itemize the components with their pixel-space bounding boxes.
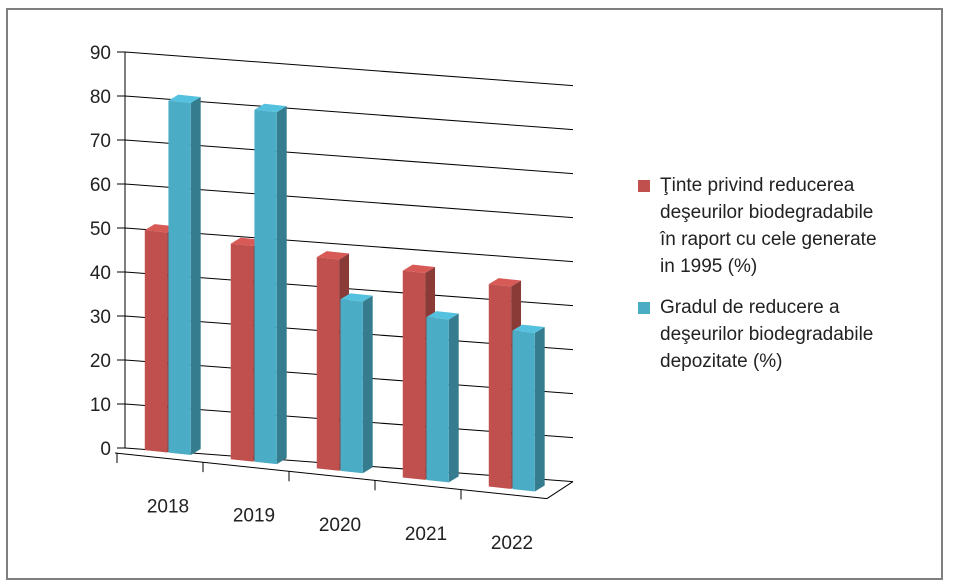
legend-swatch-targets	[638, 180, 650, 192]
bar-2022-series-1	[512, 330, 535, 492]
legend: Ţinte privind reducerea deşeurilor biode…	[638, 172, 943, 389]
bar-top-2019-1	[254, 103, 287, 113]
bar-top-2020-1	[340, 293, 373, 302]
legend-item-reduction: Gradul de reducere a deşeurilor biodegra…	[638, 294, 943, 375]
bar-side-gradul-2022	[534, 327, 545, 492]
bar-2020-series-0	[316, 257, 340, 471]
bar-2019-series-1	[254, 109, 277, 465]
y-tick-label: 60	[90, 175, 111, 196]
y-tick-label: 90	[90, 43, 111, 64]
y-tick-label: 40	[90, 263, 111, 284]
bar-2020-series-1	[340, 299, 363, 474]
x-tick-label: 2022	[491, 533, 533, 554]
y-tick-label: 80	[90, 87, 111, 108]
bar-top-2020-0	[316, 251, 350, 260]
bar-side-gradul-2019	[276, 106, 287, 465]
bar-2021-series-0	[402, 270, 426, 480]
bar-side-gradul-2018	[190, 96, 201, 455]
bar-2018-series-0	[144, 230, 168, 453]
legend-swatch-reduction	[638, 302, 650, 314]
x-tick-label: 2020	[319, 515, 361, 536]
y-tick-label: 70	[90, 131, 111, 152]
bar-side-gradul-2020	[362, 295, 373, 474]
x-tick-label: 2019	[233, 506, 275, 527]
legend-label-reduction: Gradul de reducere a deşeurilor biodegra…	[660, 297, 874, 372]
bar-top-2018-1	[168, 94, 201, 103]
bar-2019-series-0	[230, 243, 254, 462]
x-axis-side	[546, 481, 574, 499]
bar-2021-series-1	[426, 317, 449, 483]
y-tick-label: 50	[90, 219, 111, 240]
x-tick-label: 2021	[405, 524, 447, 545]
bar-top-2022-1	[512, 324, 545, 334]
legend-label-targets: Ţinte privind reducerea deşeurilor biode…	[660, 175, 877, 277]
x-axis-front	[114, 452, 548, 500]
y-tick-label: 30	[90, 307, 111, 328]
gridline	[124, 51, 574, 87]
bar-2018-series-1	[168, 100, 191, 455]
y-tick-label: 0	[100, 439, 111, 460]
y-tick-label: 20	[90, 351, 111, 372]
bar-2022-series-0	[488, 284, 512, 489]
bar-top-2021-1	[426, 311, 459, 320]
bar-top-2022-0	[488, 278, 522, 287]
bar-top-2021-0	[402, 264, 436, 274]
legend-item-targets: Ţinte privind reducerea deşeurilor biode…	[638, 172, 943, 280]
x-tick-label: 2018	[147, 497, 189, 518]
y-tick-label: 10	[90, 395, 111, 416]
bar-side-gradul-2021	[448, 313, 459, 483]
